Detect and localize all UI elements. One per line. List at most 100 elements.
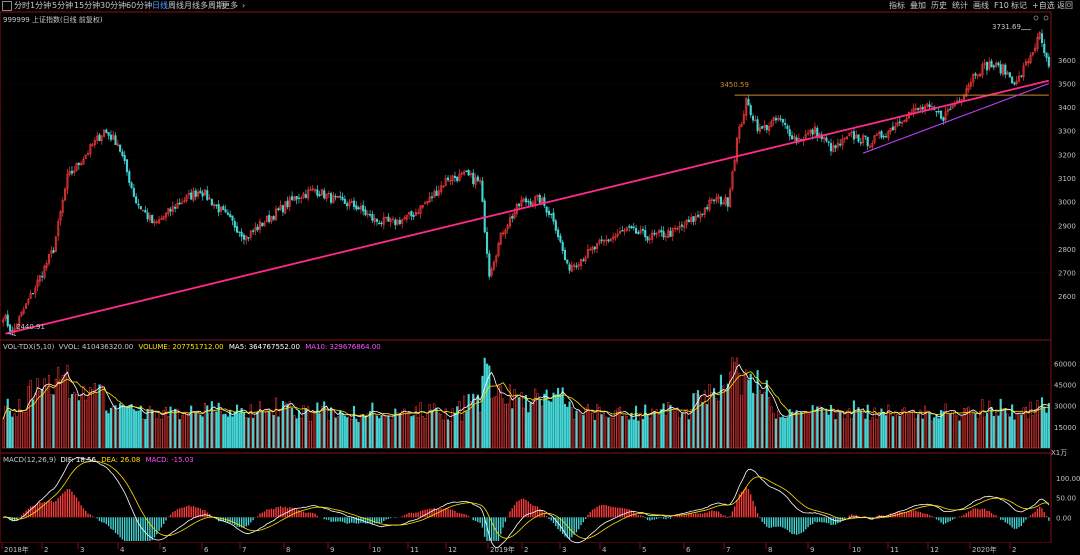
volume-bar [89,387,92,449]
candle-body [926,103,929,107]
candle-body [151,214,154,223]
volume-bar [582,415,585,449]
volume-bar [137,410,140,449]
window-icon[interactable] [2,1,12,11]
volume-bar [495,395,498,449]
volume-bar [180,415,184,449]
volume-bar [745,369,748,449]
candle-body [942,117,945,121]
period-tab-10[interactable]: 更多 [222,1,238,10]
candle-body [410,211,413,217]
period-tab-9[interactable]: 多周期 [200,1,224,10]
volume-bar [109,407,112,449]
candle-body [153,221,156,224]
volume-bar [660,409,663,449]
candle-body [550,213,553,216]
macd-indicator-name: MACD(12,26,9) [3,456,57,464]
period-tab-5[interactable]: 60分钟 [126,1,153,10]
volume-bar [176,408,179,449]
volume-bar [499,385,502,449]
low-pointer [7,332,17,337]
volume-bar [536,393,539,449]
candle-body [304,194,307,198]
volume-bar [602,413,606,449]
volume-bar [871,417,874,449]
volume-bar [538,398,541,449]
candle-body [928,104,931,108]
candle-body [474,177,477,185]
candle-body [1004,64,1007,75]
volume-bar [146,408,149,449]
volume-bar [263,411,266,449]
period-tab-2[interactable]: 5分钟 [52,1,74,10]
candle-body [279,205,282,210]
candle-body [178,202,181,205]
candle-body [148,215,151,221]
period-tab-3[interactable]: 15分钟 [74,1,101,10]
candle-body [270,216,273,222]
volume-bar [116,411,119,449]
volume-bar [967,406,970,449]
candle-body [339,196,342,198]
candle-body [362,205,365,212]
candle-body [490,268,493,276]
volume-bar [442,419,445,449]
tool-button-0[interactable]: 指标 [889,1,905,10]
volume-bar [297,410,301,449]
tool-button-5[interactable]: F10 [994,1,1009,10]
volume-bar [949,413,952,449]
more-chevron-icon[interactable]: › [242,1,246,10]
candle-body [855,134,858,139]
candle-body [646,236,649,241]
tool-button-2[interactable]: 历史 [931,1,947,10]
period-tab-8[interactable]: 月线 [184,1,200,10]
volume-bar [1034,409,1037,449]
volume-bar [286,403,289,449]
candle-body [793,136,796,139]
candle-body [690,217,693,222]
volume-bar [910,410,913,449]
candle-body [632,226,635,228]
volume-bar [1024,406,1027,449]
tool-button-1[interactable]: 叠加 [910,1,926,10]
volume-bar [751,392,755,449]
volume-bar [107,413,110,449]
tool-button-6[interactable]: 标记 [1011,1,1027,10]
volume-bar [591,412,594,449]
candle-body [513,212,516,219]
tool-button-7[interactable]: +自选 [1032,1,1055,10]
tool-button-4[interactable]: 画线 [973,1,989,10]
candle-body [238,231,241,233]
volume-bar [841,411,844,449]
candle-body [809,129,812,133]
period-tab-7[interactable]: 周线 [168,1,184,10]
period-tab-1[interactable]: 1分钟 [30,1,52,10]
volume-bar [648,417,651,449]
candle-body [213,204,216,207]
period-tab-0[interactable]: 分时 [14,1,30,10]
volume-bar [52,394,55,449]
candle-body [398,220,401,224]
volume-bar [520,392,523,449]
volume-bar [414,406,417,449]
candle-body [355,205,358,210]
tool-button-8[interactable]: 返回 [1057,1,1073,10]
candle-body [637,231,640,234]
tool-button-3[interactable]: 统计 [952,1,968,10]
candle-body [231,215,234,221]
volume-bar [385,415,388,449]
volume-bar [807,413,810,449]
date-tick-label: 11 [890,546,899,554]
period-tab-6[interactable]: 日线 [152,1,168,10]
volume-bar [868,420,872,449]
volume-bar [956,415,959,449]
volume-bar [490,398,493,449]
period-tab-4[interactable]: 30分钟 [100,1,127,10]
candle-body [623,229,626,232]
candle-body [614,235,617,238]
candle-body [563,249,567,260]
volume-bar [1045,412,1048,449]
price-tick-label: 3000 [1058,199,1076,207]
volume-bar [699,395,702,449]
